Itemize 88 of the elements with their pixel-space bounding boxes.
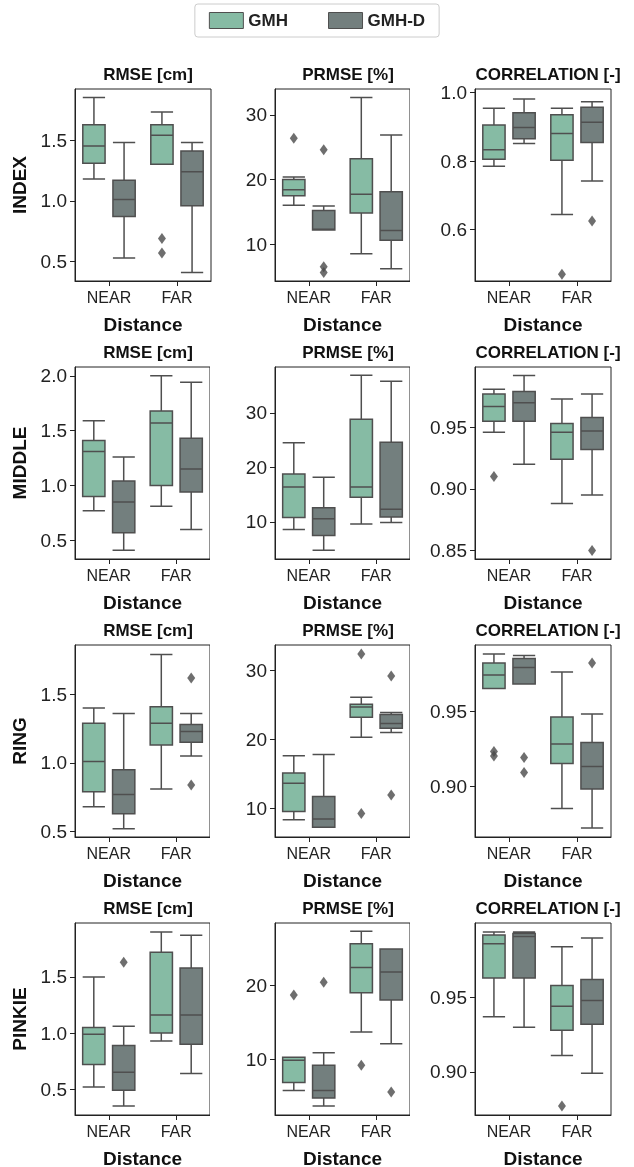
y-tick-label: 10 bbox=[245, 233, 267, 255]
y-tick-label: 1.5 bbox=[40, 129, 67, 151]
y-tick-label: 0.5 bbox=[40, 251, 67, 273]
x-tick-label: FAR bbox=[360, 1122, 392, 1140]
x-axis-title: Distance bbox=[102, 870, 183, 891]
x-tick-label: NEAR bbox=[286, 288, 331, 306]
x-tick-label: NEAR bbox=[286, 844, 331, 862]
y-axis-title: PINKIE bbox=[9, 987, 30, 1051]
y-tick-label: 1.0 bbox=[440, 81, 467, 103]
x-tick-label: FAR bbox=[360, 566, 392, 584]
chart-title: RMSE [cm] bbox=[103, 621, 193, 640]
x-axis-title: Distance bbox=[302, 592, 383, 613]
x-tick-label: NEAR bbox=[286, 566, 331, 584]
x-tick-label: FAR bbox=[561, 566, 593, 584]
y-axis-title: INDEX bbox=[9, 155, 30, 215]
y-tick-label: 0.5 bbox=[40, 1078, 67, 1100]
x-axis-title: Distance bbox=[103, 314, 183, 335]
chart-title: RMSE [cm] bbox=[103, 343, 193, 362]
x-axis-title: Distance bbox=[102, 592, 183, 613]
y-tick-label: 20 bbox=[245, 728, 267, 750]
y-tick-label: 0.6 bbox=[440, 219, 467, 241]
chart-title: CORRELATION [-] bbox=[475, 899, 621, 918]
y-axis-title: MIDDLE bbox=[9, 426, 30, 500]
x-tick-label: FAR bbox=[561, 288, 593, 306]
x-axis-title: Distance bbox=[302, 314, 383, 335]
y-tick-label: 0.8 bbox=[440, 150, 467, 172]
x-tick-label: FAR bbox=[360, 288, 392, 306]
y-tick-label: 0.90 bbox=[430, 775, 467, 797]
x-tick-label: NEAR bbox=[486, 288, 532, 306]
y-tick-label: 2.0 bbox=[40, 365, 67, 387]
chart-title: PRMSE [%] bbox=[302, 621, 394, 640]
chart-title: PRMSE [%] bbox=[302, 343, 394, 362]
y-tick-label: 1.0 bbox=[40, 1022, 67, 1044]
chart-title: RMSE [cm] bbox=[103, 899, 193, 918]
y-axis-title: RING bbox=[9, 717, 30, 765]
y-tick-label: 0.5 bbox=[40, 529, 67, 551]
x-axis-title: Distance bbox=[503, 314, 583, 335]
x-tick-label: NEAR bbox=[286, 1122, 331, 1140]
y-tick-label: 30 bbox=[245, 104, 267, 126]
x-axis-title: Distance bbox=[102, 1148, 183, 1167]
x-axis-title: Distance bbox=[302, 870, 383, 891]
y-tick-label: 1.0 bbox=[40, 752, 67, 774]
y-tick-label: 10 bbox=[245, 511, 267, 533]
chart-title: PRMSE [%] bbox=[302, 899, 394, 918]
x-axis-title: Distance bbox=[302, 1148, 383, 1167]
y-tick-label: 20 bbox=[245, 974, 267, 996]
y-tick-label: 1.0 bbox=[40, 474, 67, 496]
x-tick-label: FAR bbox=[360, 844, 392, 862]
y-tick-label: 10 bbox=[245, 797, 267, 819]
chart-title: CORRELATION [-] bbox=[475, 65, 621, 84]
y-tick-label: 1.5 bbox=[40, 966, 67, 988]
y-tick-label: 0.5 bbox=[40, 821, 67, 843]
x-tick-label: FAR bbox=[161, 288, 193, 306]
y-tick-label: 0.90 bbox=[430, 478, 467, 500]
x-tick-label: NEAR bbox=[486, 1122, 532, 1140]
x-tick-label: NEAR bbox=[86, 844, 131, 862]
x-tick-label: FAR bbox=[160, 1122, 192, 1140]
x-tick-label: FAR bbox=[561, 844, 593, 862]
x-axis-title: Distance bbox=[503, 592, 583, 613]
chart-title: PRMSE [%] bbox=[302, 65, 394, 84]
y-tick-label: 20 bbox=[245, 456, 267, 478]
x-tick-label: NEAR bbox=[86, 566, 131, 584]
x-tick-label: FAR bbox=[160, 844, 192, 862]
chart-title: CORRELATION [-] bbox=[475, 621, 621, 640]
legend-label: GMH bbox=[248, 11, 289, 30]
chart-title: CORRELATION [-] bbox=[475, 343, 621, 362]
x-tick-label: NEAR bbox=[486, 844, 532, 862]
y-tick-label: 1.5 bbox=[40, 420, 67, 442]
x-tick-label: FAR bbox=[561, 1122, 593, 1140]
x-axis-title: Distance bbox=[503, 870, 583, 891]
x-tick-label: NEAR bbox=[86, 1122, 131, 1140]
y-tick-label: 1.0 bbox=[40, 190, 67, 212]
x-tick-label: FAR bbox=[160, 566, 192, 584]
y-tick-label: 1.5 bbox=[40, 683, 67, 705]
y-tick-label: 0.90 bbox=[430, 1061, 467, 1083]
y-tick-label: 10 bbox=[245, 1048, 267, 1070]
x-tick-label: NEAR bbox=[86, 288, 132, 306]
y-tick-label: 30 bbox=[245, 659, 267, 681]
y-tick-label: 0.95 bbox=[430, 416, 467, 438]
y-tick-label: 30 bbox=[245, 402, 267, 424]
y-tick-label: 0.85 bbox=[430, 539, 467, 561]
legend-label: GMH-D bbox=[367, 11, 426, 30]
x-tick-label: NEAR bbox=[486, 566, 532, 584]
x-axis-title: Distance bbox=[503, 1148, 583, 1167]
chart-title: RMSE [cm] bbox=[103, 65, 193, 84]
y-tick-label: 0.95 bbox=[430, 986, 467, 1008]
y-tick-label: 0.95 bbox=[430, 700, 467, 722]
y-tick-label: 20 bbox=[245, 169, 267, 191]
